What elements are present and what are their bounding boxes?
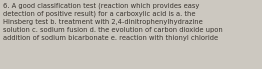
Text: 6. A good classification test (reaction which provides easy
detection of positiv: 6. A good classification test (reaction … xyxy=(3,2,222,41)
